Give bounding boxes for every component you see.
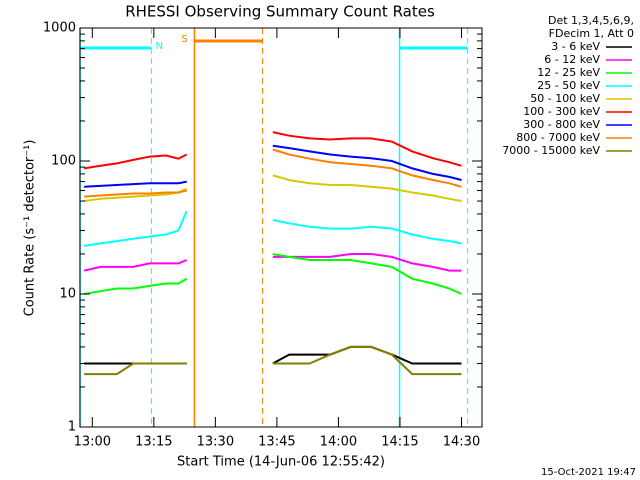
legend-label: 800 - 7000 keV	[516, 131, 600, 144]
x-tick-label: 14:15	[381, 435, 418, 450]
series-line	[84, 345, 462, 376]
plot-frame	[79, 27, 483, 428]
legend-label: 50 - 100 keV	[530, 92, 600, 105]
x-tick-label: 13:15	[135, 435, 172, 450]
legend-label: 3 - 6 keV	[551, 40, 600, 53]
series-line	[83, 253, 462, 272]
y-tick-label: 1	[68, 420, 76, 435]
x-tick-label: 14:00	[320, 435, 357, 450]
series-line	[83, 210, 462, 247]
series-line	[83, 253, 462, 295]
legend-header: FDecim 1, Att 0	[549, 27, 634, 40]
legend-header: Det 1,3,4,5,6,9,	[548, 14, 634, 27]
series-line	[83, 131, 462, 170]
y-tick-label: 1000	[43, 21, 76, 36]
annotation-label: S	[181, 34, 187, 45]
y-tick-label: 10	[59, 287, 76, 302]
legend-label: 100 - 300 keV	[523, 105, 600, 118]
legend-label: 12 - 25 keV	[537, 66, 600, 79]
x-tick-label: 13:00	[74, 435, 111, 450]
legend-label: 6 - 12 keV	[544, 53, 600, 66]
x-axis-label: Start Time (14-Jun-06 12:55:42)	[177, 455, 385, 470]
y-axis-label: Count Rate (s⁻¹ detector⁻¹)	[23, 140, 38, 317]
series-line	[84, 148, 462, 198]
footer: 15-Oct-2021 19:47	[541, 467, 636, 478]
chart-title: RHESSI Observing Summary Count Rates	[125, 3, 435, 21]
x-tick-label: 14:30	[443, 435, 480, 450]
annotation-label: N	[156, 41, 163, 52]
x-tick-label: 13:30	[197, 435, 234, 450]
legend-label: 300 - 800 keV	[523, 118, 600, 131]
x-tick-label: 13:45	[258, 435, 295, 450]
legend-label: 25 - 50 keV	[537, 79, 600, 92]
y-tick-label: 100	[51, 154, 76, 169]
series-line	[84, 144, 462, 188]
legend-label: 7000 - 15000 keV	[502, 144, 600, 157]
